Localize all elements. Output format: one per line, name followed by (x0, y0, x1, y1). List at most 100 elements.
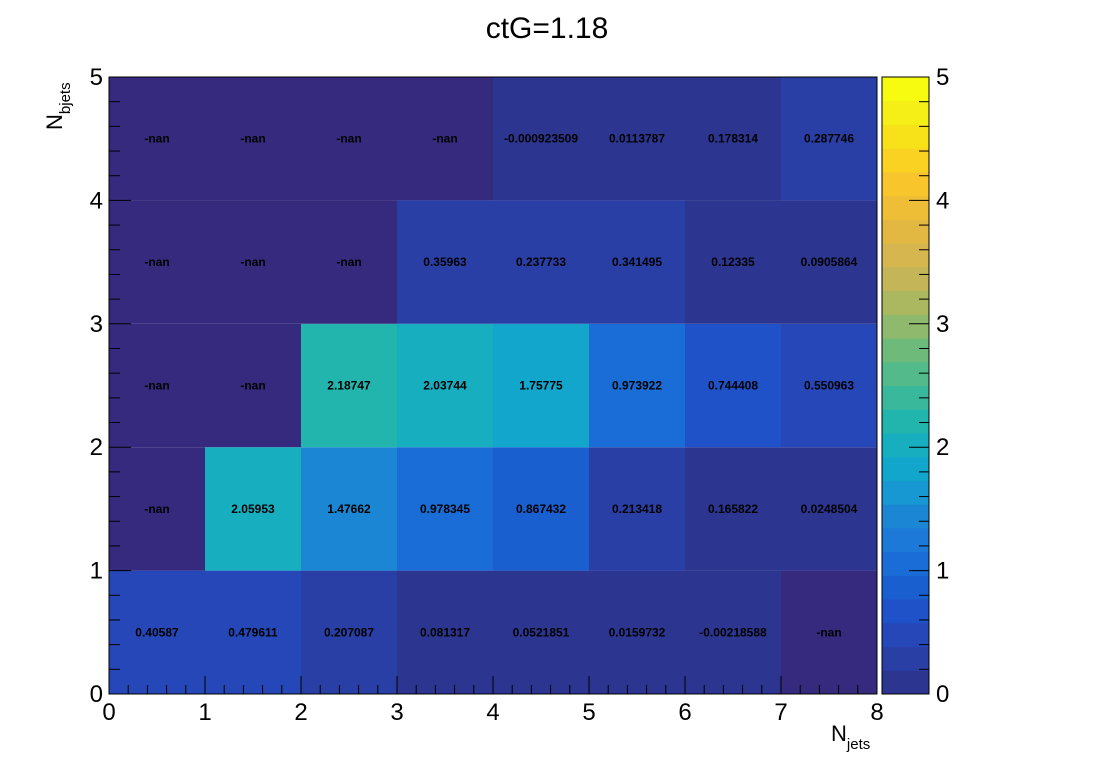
color-scale-band (882, 527, 929, 553)
cell-value-label: 0.550963 (804, 379, 854, 393)
heatmap-cell (493, 447, 589, 571)
heatmap-cell (685, 447, 781, 571)
color-scale-band (882, 480, 929, 505)
cell-value-label: -0.000923509 (504, 132, 578, 146)
y-tick-label: 1 (90, 558, 103, 585)
y-tick-label: 2 (90, 434, 103, 461)
heatmap-cell (685, 323, 781, 448)
x-tick-label: 5 (582, 699, 595, 726)
color-scale-band (882, 361, 929, 386)
cell-value-label: -nan (336, 255, 361, 269)
color-scale-band (882, 148, 929, 173)
x-tick-label: 6 (678, 699, 691, 726)
cell-value-label: 0.867432 (516, 502, 566, 516)
x-axis: 0 1 2 3 4 5 6 7 8 (102, 676, 884, 726)
cell-value-label: 0.081317 (420, 625, 470, 639)
color-scale-band (882, 504, 929, 529)
color-scale-band (882, 195, 929, 220)
cell-value-label: -nan (432, 132, 457, 146)
heatmap-cell (301, 447, 397, 571)
heatmap-cell (685, 570, 781, 694)
heatmap-cell (781, 323, 877, 448)
cell-value-label: 2.05953 (231, 502, 275, 516)
heatmap-cell (205, 323, 301, 448)
x-tick-label: 2 (294, 699, 307, 726)
chart-title: ctG=1.18 (486, 12, 609, 45)
heatmap-cell (109, 570, 205, 694)
cell-value-label: 0.0905864 (801, 255, 858, 269)
cell-value-label: 0.237733 (516, 255, 566, 269)
heatmap-cell (397, 77, 493, 201)
cell-value-label: -nan (240, 255, 265, 269)
cell-value-label: 1.47662 (327, 502, 371, 516)
heatmap-cell (493, 77, 589, 201)
color-scale-band (882, 551, 929, 576)
cell-value-label: 0.287746 (804, 132, 854, 146)
x-tick-label: 0 (102, 699, 115, 726)
heatmap-cell (493, 323, 589, 448)
cell-value-label: -nan (144, 255, 169, 269)
z-tick-label: 0 (936, 681, 949, 708)
cell-value-label: 0.0521851 (513, 625, 570, 639)
heatmap-cell (109, 447, 205, 571)
z-tick-label: 5 (936, 64, 949, 91)
color-scale-band (882, 432, 929, 458)
color-scale-band (882, 646, 929, 671)
cell-value-label: 0.12335 (711, 255, 755, 269)
color-scale-band (882, 77, 929, 102)
cell-value-label: -nan (240, 379, 265, 393)
y-tick-label: 3 (90, 311, 103, 338)
color-scale-axis: 0 1 2 3 4 5 (909, 64, 949, 708)
color-scale-band (882, 409, 929, 434)
cell-value-label: -nan (144, 132, 169, 146)
heatmap-cell (301, 200, 397, 324)
cell-value-label: 0.35963 (423, 255, 467, 269)
heatmap-cell (301, 570, 397, 694)
heatmap-cell (589, 77, 685, 201)
cell-value-label: -0.00218588 (699, 625, 767, 639)
cell-value-label: 0.341495 (612, 255, 662, 269)
x-axis-label-main: N (831, 721, 847, 746)
heatmap-cells (109, 77, 877, 694)
y-axis-label-main: N (42, 114, 67, 130)
cell-value-label: 0.213418 (612, 502, 662, 516)
heatmap-cell (205, 570, 301, 694)
heatmap-cell (397, 570, 493, 694)
heatmap-cell (781, 77, 877, 201)
y-tick-label: 0 (90, 681, 103, 708)
cell-value-label: -nan (816, 625, 841, 639)
color-scale-band (882, 290, 929, 315)
color-scale-band (882, 314, 929, 339)
cell-value-label: 0.479611 (228, 625, 278, 639)
cell-value-label: 0.165822 (708, 502, 758, 516)
color-scale-band (882, 124, 929, 149)
heatmap-cell (589, 447, 685, 571)
color-scale-band (882, 266, 929, 292)
heatmap-cell (781, 200, 877, 324)
heatmap-cell (589, 323, 685, 448)
cell-value-label: -nan (336, 132, 361, 146)
cell-value-label: 0.40587 (135, 625, 179, 639)
heatmap-cell (301, 77, 397, 201)
z-tick-label: 3 (936, 311, 949, 338)
cell-value-label: 0.207087 (324, 625, 374, 639)
y-axis: 0 1 2 3 4 5 (90, 64, 131, 708)
y-axis-label-sub: bjets (57, 82, 74, 114)
z-tick-label: 1 (936, 558, 949, 585)
heatmap-cell (589, 200, 685, 324)
cell-value-label: -nan (240, 132, 265, 146)
cell-value-label: 0.0248504 (801, 502, 858, 516)
heatmap-cell (205, 77, 301, 201)
heatmap-cell-labels: 0.40587 0.479611 0.207087 0.081317 0.0521851… (135, 132, 857, 640)
cell-value-label: 0.744408 (708, 379, 758, 393)
heatmap-cell (301, 323, 397, 448)
heatmap-cell (109, 200, 205, 324)
heatmap-cell (397, 447, 493, 571)
x-axis-label: Njets (831, 721, 870, 753)
color-scale-band (882, 575, 929, 600)
x-tick-label: 8 (870, 699, 883, 726)
cell-value-label: -nan (144, 502, 169, 516)
x-tick-label: 1 (198, 699, 211, 726)
heatmap-cell (493, 570, 589, 694)
